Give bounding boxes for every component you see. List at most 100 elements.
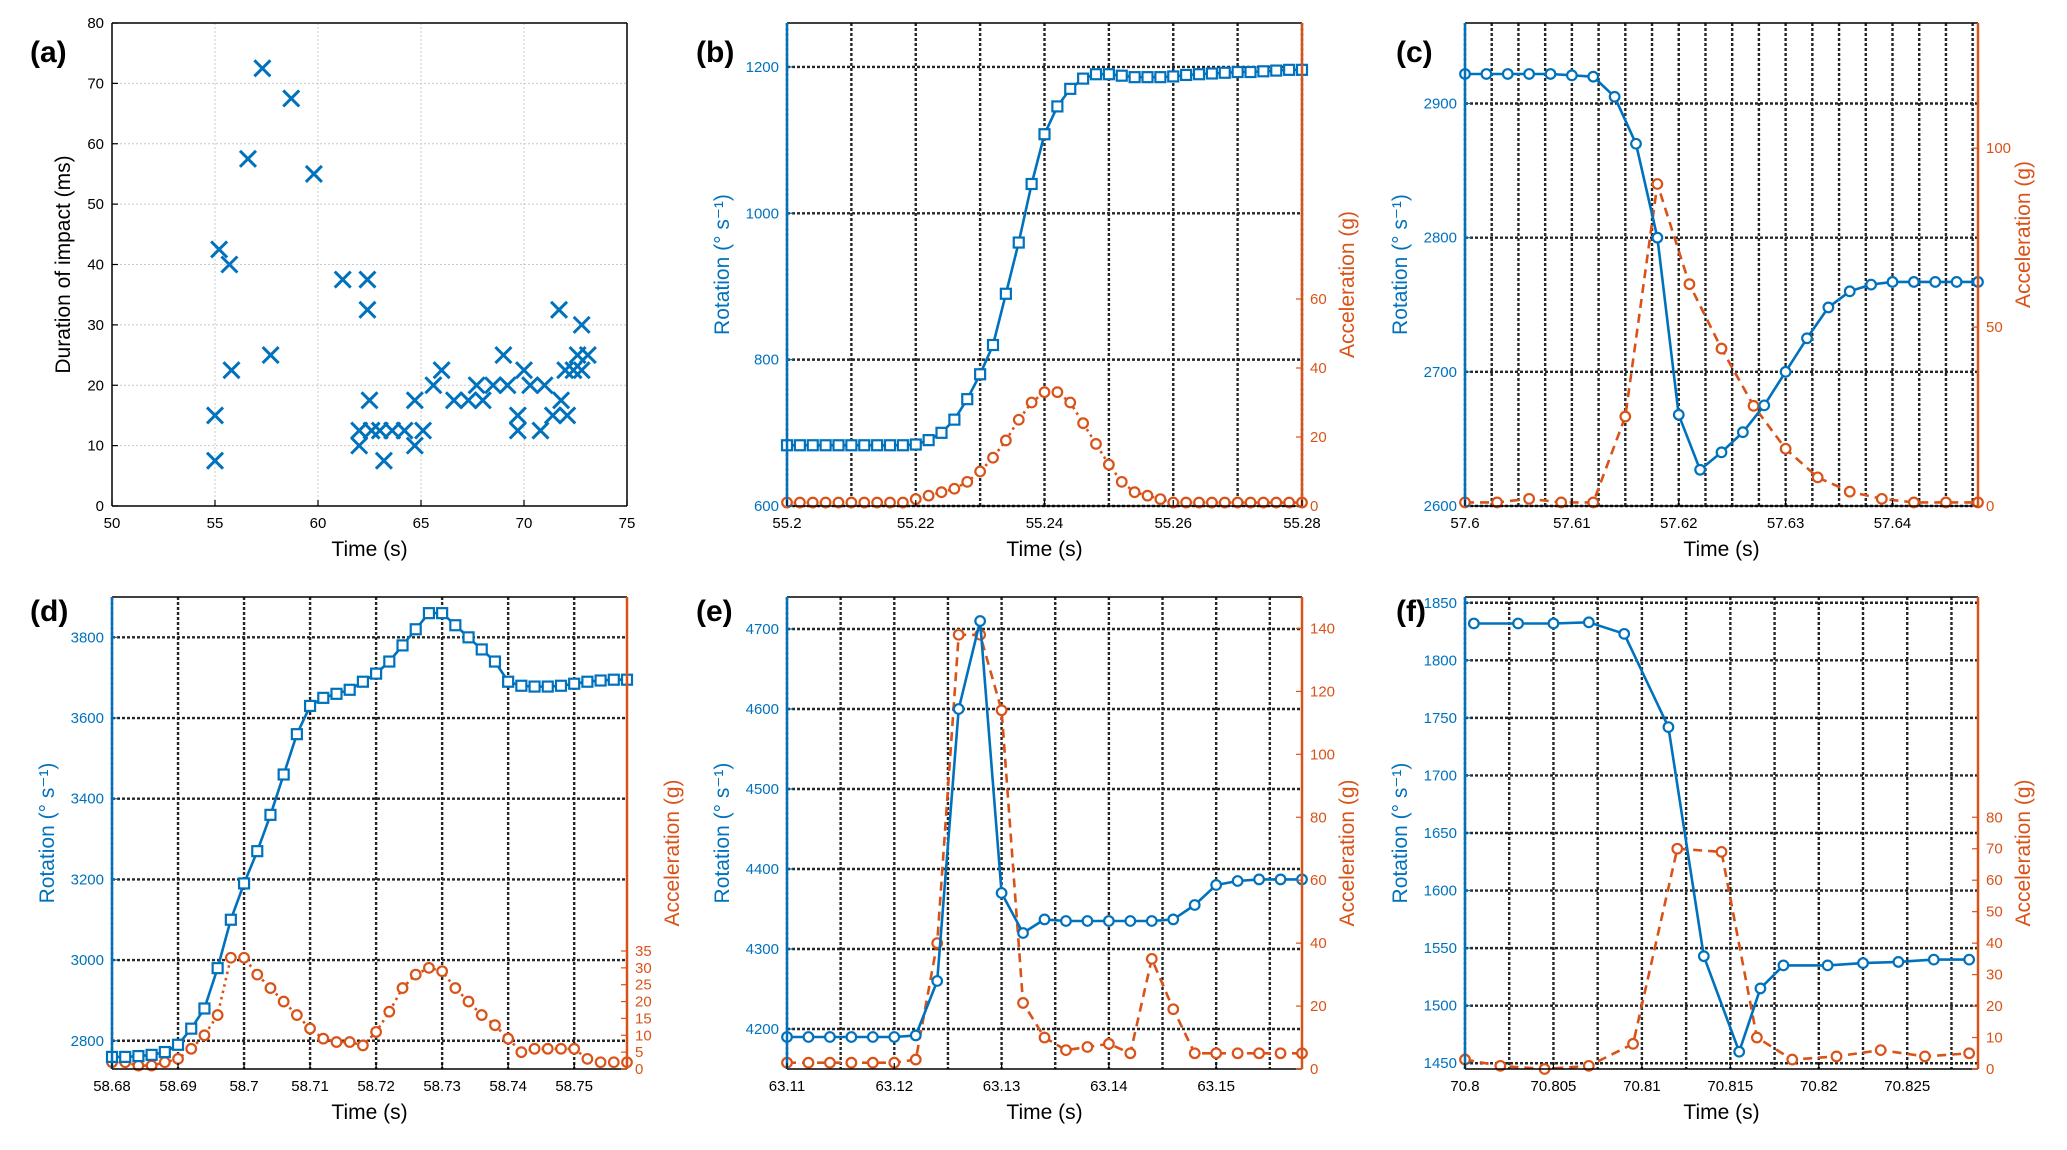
data-point-acceleration xyxy=(1141,489,1154,502)
data-point xyxy=(459,391,478,410)
data-point-acceleration xyxy=(1270,496,1283,509)
data-point-rotation xyxy=(1523,68,1536,80)
x-axis-label: Time (s) xyxy=(1006,1101,1082,1124)
panel-label-a: (a) xyxy=(30,36,67,69)
panel-label-b: (b) xyxy=(696,36,734,69)
data-point-rotation xyxy=(475,643,488,656)
series-rotation xyxy=(781,615,1308,1043)
x-tick-label: 55.22 xyxy=(897,515,935,532)
y-tick-label-right: 20 xyxy=(1310,998,1327,1015)
series-rotation xyxy=(105,607,634,1063)
data-point-acceleration xyxy=(290,1009,303,1021)
data-point-rotation xyxy=(515,679,528,692)
data-point-rotation xyxy=(436,607,449,620)
x-tick-label: 63.14 xyxy=(1090,1078,1128,1095)
data-point-rotation xyxy=(995,887,1008,899)
y-tick-label-left: 50 xyxy=(87,196,104,213)
data-point xyxy=(444,391,464,410)
data-point-rotation xyxy=(819,439,832,452)
data-point-acceleration xyxy=(1811,471,1824,484)
data-point-acceleration xyxy=(1715,342,1728,355)
x-tick-label: 63.15 xyxy=(1197,1078,1235,1095)
data-point xyxy=(253,59,272,78)
data-point xyxy=(572,361,591,380)
data-point-acceleration xyxy=(1077,417,1090,430)
data-point-acceleration xyxy=(1919,1050,1931,1063)
data-point-rotation xyxy=(607,673,620,686)
series-line-acceleration xyxy=(112,956,627,1067)
data-point xyxy=(514,361,534,380)
data-point-acceleration xyxy=(436,965,449,978)
x-tick-label: 70.805 xyxy=(1531,1078,1577,1095)
data-point-rotation xyxy=(1480,68,1493,80)
y-tick-label-left: 4400 xyxy=(746,861,779,878)
data-point-rotation xyxy=(922,434,935,447)
data-point-rotation xyxy=(793,439,806,452)
data-point-rotation xyxy=(1512,617,1524,630)
data-point xyxy=(395,421,414,440)
data-point-acceleration xyxy=(1619,410,1632,423)
panel-label-e: (e) xyxy=(696,595,733,628)
data-point-acceleration xyxy=(935,486,948,499)
data-point-rotation xyxy=(502,675,515,688)
y-tick-label-right: 60 xyxy=(1310,872,1327,889)
y-tick-label-left: 1450 xyxy=(1424,1055,1457,1072)
data-point xyxy=(220,255,239,274)
data-point-acceleration xyxy=(330,1036,343,1048)
data-point-rotation xyxy=(1077,72,1090,85)
panel-e: (e) 63.11 63.12 63.13 63.14 63.15 4200 4300 4400… xyxy=(696,595,1359,1124)
data-point-rotation xyxy=(528,680,541,693)
grid-a xyxy=(111,22,628,507)
y-tick-label-right: 60 xyxy=(1310,291,1327,308)
data-point-rotation xyxy=(1017,927,1029,939)
data-point-acceleration xyxy=(1038,386,1051,399)
y-tick-label-right: 50 xyxy=(1986,904,2003,921)
data-point-rotation xyxy=(1963,953,1976,966)
data-point-rotation xyxy=(581,675,594,688)
y-axis-label-right: Acceleration (g) xyxy=(661,779,684,926)
data-point-rotation xyxy=(1733,1045,1746,1058)
data-point-acceleration xyxy=(304,1022,316,1035)
data-point-acceleration xyxy=(383,1005,396,1018)
data-point-rotation xyxy=(1565,69,1578,82)
data-point-rotation xyxy=(1821,959,1834,972)
data-point xyxy=(564,361,583,380)
data-point-rotation xyxy=(866,1031,879,1043)
y-axis-label-right: Acceleration (g) xyxy=(1336,779,1359,926)
data-point-acceleration xyxy=(909,1053,922,1066)
data-point-rotation xyxy=(1608,90,1621,103)
data-point-rotation xyxy=(845,439,858,452)
data-point xyxy=(282,89,301,108)
data-point-rotation xyxy=(986,338,1000,352)
data-point-rotation xyxy=(1715,446,1728,459)
x-tick-label: 55.24 xyxy=(1026,515,1064,532)
data-point-acceleration xyxy=(251,968,264,981)
plot-area-e xyxy=(787,597,1302,1069)
data-point-acceleration xyxy=(845,496,858,509)
y-tick-label-left: 4300 xyxy=(746,941,779,958)
data-point-rotation xyxy=(277,768,290,781)
panel-b: (b)55.2 55.22 55.24 55.26 55.286008001000120… xyxy=(696,22,1359,561)
data-point-rotation xyxy=(462,631,475,644)
data-point-acceleration xyxy=(952,628,965,641)
data-point-acceleration xyxy=(948,482,961,495)
data-point-rotation xyxy=(1651,231,1664,244)
data-point-rotation xyxy=(290,728,303,741)
data-point-rotation xyxy=(974,368,987,381)
data-point-rotation xyxy=(198,1002,211,1015)
data-point-rotation xyxy=(1167,913,1180,926)
data-point-rotation xyxy=(1038,913,1051,926)
series-duration xyxy=(205,59,597,470)
data-point-rotation xyxy=(909,438,922,451)
data-point-rotation xyxy=(1544,68,1557,80)
data-point-rotation xyxy=(909,1029,922,1042)
data-point-acceleration xyxy=(793,496,806,509)
data-point-acceleration xyxy=(224,951,237,964)
data-point xyxy=(405,436,424,455)
data-point-rotation xyxy=(251,845,264,858)
data-point-rotation xyxy=(422,607,436,620)
data-point-rotation xyxy=(1274,873,1287,886)
data-point-acceleration xyxy=(370,1026,383,1038)
data-point-rotation xyxy=(1501,68,1514,80)
